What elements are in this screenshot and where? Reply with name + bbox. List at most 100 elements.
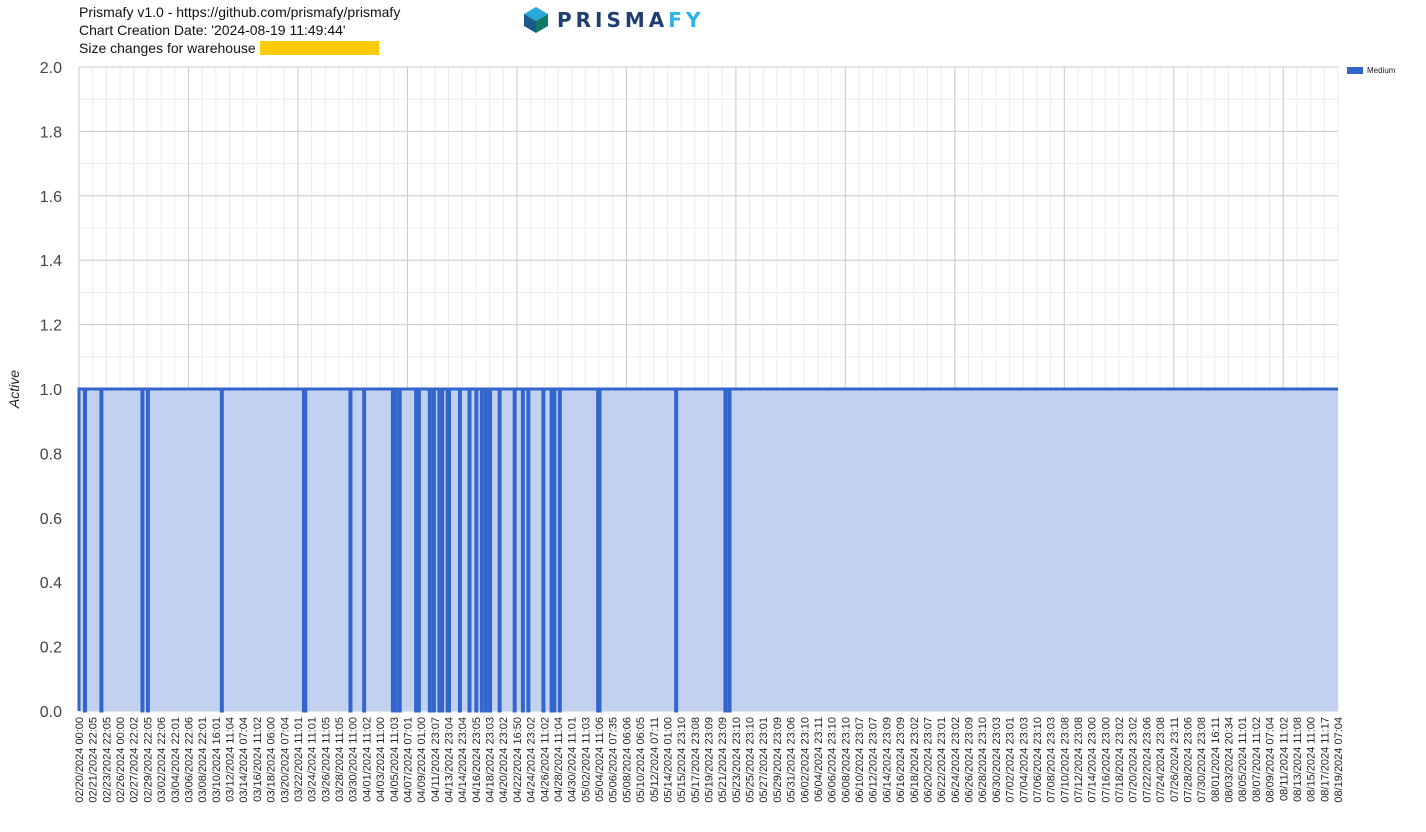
x-tick-label: 08/01/2024 16:11 [1210, 717, 1222, 802]
x-tick-label: 04/22/2024 16:50 [512, 717, 524, 803]
x-tick-label: 03/02/2024 22:06 [156, 717, 168, 803]
x-tick-label: 08/19/2024 07:04 [1333, 717, 1345, 803]
x-tick-label: 06/12/2024 23:07 [868, 717, 880, 803]
y-tick-label: 1.4 [40, 253, 62, 270]
x-tick-label: 02/21/2024 22:05 [88, 717, 100, 803]
x-tick-label: 05/31/2024 23:06 [786, 717, 798, 803]
x-tick-label: 04/20/2024 23:02 [498, 717, 510, 803]
x-tick-label: 07/14/2024 23:00 [1087, 717, 1099, 803]
x-tick-label: 04/28/2024 11:04 [553, 717, 565, 802]
x-tick-label: 03/06/2024 22:06 [183, 717, 195, 803]
x-tick-label: 05/15/2024 23:10 [676, 717, 688, 803]
x-tick-label: 05/23/2024 23:10 [731, 717, 743, 803]
y-tick-label: 0.2 [40, 640, 62, 657]
x-tick-label: 07/08/2024 23:03 [1046, 717, 1058, 803]
y-tick-label: 1.6 [40, 189, 62, 206]
x-tick-label: 07/28/2024 23:06 [1182, 717, 1194, 803]
x-tick-label: 07/20/2024 23:02 [1128, 717, 1140, 803]
x-tick-label: 07/04/2024 23:03 [1018, 717, 1030, 803]
prismafy-logo: PRISMAFY [521, 4, 704, 36]
x-tick-label: 02/23/2024 22:05 [101, 717, 113, 803]
x-tick-label: 03/28/2024 11:05 [334, 717, 346, 802]
legend-swatch-medium [1347, 67, 1363, 74]
x-tick-label: 04/13/2024 23:04 [443, 717, 455, 803]
chart-subtitle: Size changes for warehouse [79, 40, 256, 56]
x-tick-label: 06/24/2024 23:02 [950, 717, 962, 803]
x-tick-label: 07/06/2024 23:10 [1032, 717, 1044, 803]
x-tick-label: 06/16/2024 23:09 [895, 717, 907, 803]
x-tick-label: 05/17/2024 23:08 [690, 717, 702, 803]
x-tick-label: 07/10/2024 23:08 [1059, 717, 1071, 803]
x-tick-label: 06/10/2024 23:07 [854, 717, 866, 803]
chart-subtitle-line: Size changes for warehouse [79, 39, 379, 57]
x-tick-label: 05/25/2024 23:10 [745, 717, 757, 803]
x-tick-label: 05/08/2024 06:06 [621, 717, 633, 803]
x-tick-label: 08/09/2024 07:04 [1265, 717, 1277, 803]
y-axis-title: Active [6, 370, 22, 409]
x-tick-label: 04/07/2024 07:01 [402, 717, 414, 803]
x-tick-label: 07/26/2024 23:11 [1169, 717, 1181, 802]
x-tick-label: 05/14/2024 01:00 [662, 717, 674, 803]
x-tick-label: 04/26/2024 11:02 [539, 717, 551, 802]
y-tick-label: 0.8 [40, 446, 62, 463]
redacted-warehouse-name [259, 41, 379, 55]
x-tick-label: 08/17/2024 11:17 [1319, 717, 1331, 802]
x-tick-label: 04/01/2024 11:02 [361, 717, 373, 802]
x-tick-label: 03/08/2024 22:01 [197, 717, 209, 803]
x-tick-label: 04/14/2024 23:04 [457, 717, 469, 803]
x-tick-label: 04/24/2024 23:02 [526, 717, 538, 803]
series-line-medium [77, 387, 1338, 713]
chart-legend[interactable]: Medium [1347, 66, 1395, 75]
x-tick-label: 06/04/2024 23:11 [813, 717, 825, 802]
x-tick-label: 06/06/2024 23:10 [827, 717, 839, 803]
x-tick-label: 03/26/2024 11:05 [320, 717, 332, 802]
x-tick-label: 06/28/2024 23:10 [977, 717, 989, 803]
y-tick-label: 1.2 [40, 318, 62, 335]
x-tick-label: 03/16/2024 11:02 [252, 717, 264, 802]
y-tick-label: 1.8 [40, 124, 62, 141]
x-tick-label: 06/22/2024 23:01 [936, 717, 948, 803]
x-tick-label: 06/20/2024 23:07 [922, 717, 934, 803]
x-tick-label: 08/03/2024 20:34 [1224, 717, 1236, 803]
x-tick-label: 07/12/2024 23:08 [1073, 717, 1085, 803]
x-tick-label: 04/03/2024 11:00 [375, 717, 387, 802]
legend-label-medium: Medium [1367, 66, 1396, 75]
prism-cube-icon [524, 7, 548, 33]
x-tick-label: 03/10/2024 16:01 [211, 717, 223, 803]
x-tick-label: 02/20/2024 00:00 [74, 717, 86, 803]
x-tick-label: 05/21/2024 23:09 [717, 717, 729, 803]
x-tick-label: 04/16/2024 23:05 [471, 717, 483, 803]
x-tick-label: 08/11/2024 11:02 [1278, 717, 1290, 801]
app-version-line: Prismafy v1.0 - https://github.com/prism… [79, 4, 401, 20]
x-tick-label: 06/14/2024 23:09 [881, 717, 893, 803]
x-tick-label: 05/29/2024 23:09 [772, 717, 784, 803]
y-tick-label: 0.4 [40, 575, 62, 592]
x-tick-label: 06/30/2024 23:03 [991, 717, 1003, 803]
x-tick-label: 04/11/2024 23:07 [430, 717, 442, 802]
x-tick-label: 07/24/2024 23:08 [1155, 717, 1167, 803]
x-tick-label: 05/02/2024 11:03 [580, 717, 592, 802]
y-tick-label: 2.0 [40, 60, 62, 77]
x-tick-label: 03/18/2024 06:00 [266, 717, 278, 803]
x-tick-label: 05/27/2024 23:01 [758, 717, 770, 803]
x-tick-label: 04/30/2024 11:01 [567, 717, 579, 802]
x-tick-label: 02/29/2024 22:05 [142, 717, 154, 803]
x-tick-label: 06/26/2024 23:09 [964, 717, 976, 803]
x-tick-label: 08/05/2024 11:01 [1237, 717, 1249, 802]
x-tick-label: 05/12/2024 07:11 [649, 717, 661, 802]
x-tick-label: 03/04/2024 22:01 [170, 717, 182, 803]
x-tick-label: 04/05/2024 11:03 [389, 717, 401, 802]
x-tick-label: 03/20/2024 07:04 [279, 717, 291, 803]
x-tick-label: 05/19/2024 23:09 [704, 717, 716, 803]
x-tick-label: 07/22/2024 23:06 [1141, 717, 1153, 803]
y-tick-label: 1.0 [40, 382, 62, 399]
x-tick-label: 05/06/2024 07:35 [608, 717, 620, 803]
x-tick-label: 06/08/2024 23:10 [840, 717, 852, 803]
x-tick-label: 07/02/2024 23:01 [1005, 717, 1017, 803]
x-tick-label: 05/04/2024 11:06 [594, 717, 606, 802]
series-area-medium [79, 389, 1338, 711]
x-tick-label: 02/26/2024 00:00 [115, 717, 127, 803]
x-tick-label: 08/13/2024 11:08 [1292, 717, 1304, 802]
x-tick-label: 07/16/2024 23:00 [1100, 717, 1112, 803]
